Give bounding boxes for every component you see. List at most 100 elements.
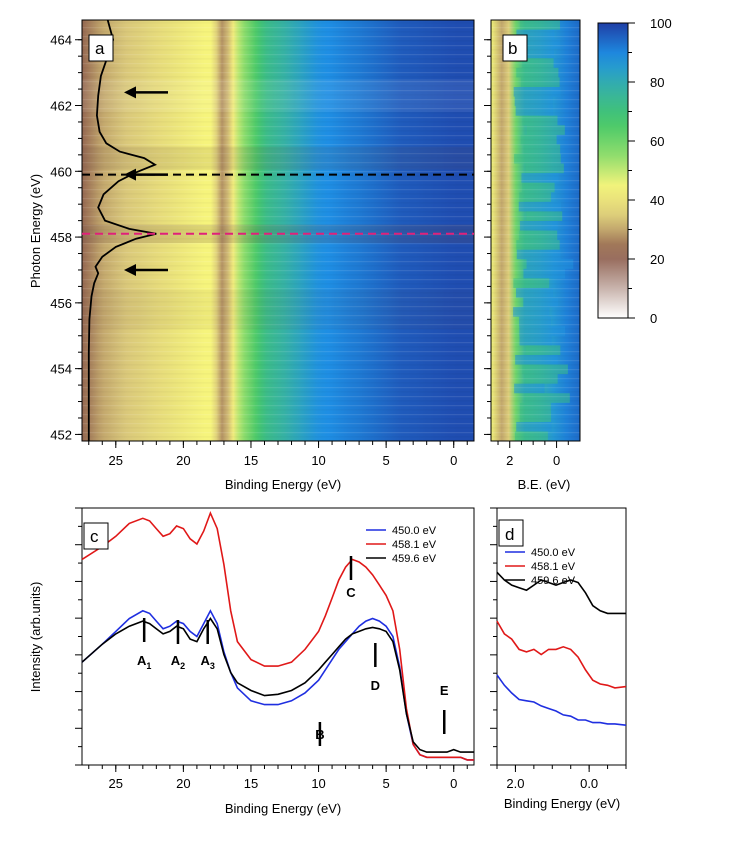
- panel-c-legend-label: 450.0 eV: [392, 525, 437, 537]
- panel-d-legend: 450.0 eV 458.1 eV 459.6 eV: [505, 547, 576, 587]
- panel-b-xlabel: B.E. (eV): [518, 477, 571, 492]
- panel-a-arrow-head: [124, 86, 136, 99]
- panel-d: 2.0 0.0 450.0 eV 458.1 eV 459.6 eV d Bindin…: [490, 507, 627, 811]
- heatmap-b-texture: [491, 20, 580, 442]
- annotation-letter: A: [137, 653, 147, 668]
- panel-b-xtick-label: 0: [553, 453, 560, 468]
- panel-c-xtick-label: 5: [383, 776, 390, 791]
- panel-d-xtick-label: 0.0: [580, 776, 598, 791]
- panel-a-xtick-label: 25: [109, 453, 123, 468]
- panel-d-ticks: 2.0 0.0: [490, 507, 627, 791]
- annotation-letter: B: [315, 727, 324, 742]
- panel-a-xtick-label: 5: [383, 453, 390, 468]
- panel-d-series-red: [496, 620, 627, 689]
- panel-c-annotation-label: C: [346, 585, 356, 600]
- colorbar-tick-label: 100: [650, 16, 672, 31]
- panel-c-label: c: [90, 527, 99, 546]
- annotation-letter: C: [346, 585, 356, 600]
- colorbar-tick-label: 80: [650, 75, 664, 90]
- panel-a-ytick-label: 462: [50, 99, 72, 114]
- colorbar-fill: [597, 22, 629, 319]
- panel-a-ytick-label: 452: [50, 427, 72, 442]
- panel-a-xtick-label: 0: [450, 453, 457, 468]
- panel-c-annotation-label: B: [315, 727, 324, 742]
- panel-a: 25 20 15 10 5 0 452 454 456 458 460 462 464 a Photon…: [28, 19, 475, 492]
- panel-c-annotation-label: A1: [137, 653, 151, 671]
- colorbar-tick-label: 60: [650, 134, 664, 149]
- panel-d-series-black: [496, 571, 626, 615]
- panel-c-annotation-label: D: [371, 678, 380, 693]
- panel-a-xlabel: Binding Energy (eV): [225, 477, 341, 492]
- panel-a-arrow-head: [124, 168, 136, 181]
- panel-c-xtick-label: 25: [109, 776, 123, 791]
- panel-c-lines: [81, 510, 474, 761]
- panel-c-ticks: 25 20 15 10 5 0: [75, 507, 468, 791]
- annotation-letter: A: [201, 653, 211, 668]
- panel-d-legend-label: 450.0 eV: [531, 547, 576, 559]
- heatmap-b-frame: [490, 19, 581, 442]
- panel-d-legend-label: 458.1 eV: [531, 561, 576, 573]
- panel-a-arrow-head: [124, 263, 136, 276]
- panel-c-xlabel: Binding Energy (eV): [225, 801, 341, 816]
- panel-c-xtick-label: 15: [244, 776, 258, 791]
- heatmap-a-band: [82, 146, 474, 170]
- panel-c-legend: 450.0 eV 458.1 eV 459.6 eV: [366, 525, 437, 565]
- absorption-curve: [87, 19, 157, 441]
- panel-c-label-box: [83, 522, 109, 550]
- annotation-subscript: 3: [210, 661, 215, 671]
- panel-a-ytick-label: 456: [50, 296, 72, 311]
- annotation-letter: E: [440, 683, 449, 698]
- heatmap-a-texture: [82, 20, 474, 441]
- panel-d-legend-label: 459.6 eV: [531, 575, 576, 587]
- colorbar-ticks: 0 20 40 60 80 100: [628, 16, 672, 326]
- panel-d-lines: [496, 571, 627, 726]
- panel-b-label-box: [502, 34, 528, 62]
- heatmap-a-band: [82, 289, 474, 330]
- panel-a-ytick-label: 460: [50, 164, 72, 179]
- annotation-subscript: 1: [146, 661, 151, 671]
- panel-d-series-blue: [496, 674, 627, 726]
- panel-c-series-black: [81, 617, 474, 753]
- panel-a-arrows: [124, 86, 168, 276]
- panel-d-frame: [496, 507, 627, 766]
- colorbar-tick-label: 40: [650, 193, 664, 208]
- panel-d-label-box: [498, 519, 524, 547]
- panel-c-annotation-label: E: [440, 683, 449, 698]
- panel-b-label: b: [508, 39, 517, 58]
- panel-a-ticks: 25 20 15 10 5 0 452 454 456 458 460 462 464: [50, 33, 468, 468]
- heatmap-b-streaks: [491, 20, 580, 441]
- panel-a-ytick-label: 454: [50, 362, 72, 377]
- panel-a-xtick-label: 15: [244, 453, 258, 468]
- heatmap-a-bands: [82, 79, 474, 330]
- panel-a-label: a: [95, 39, 105, 58]
- panel-c-legend-label: 459.6 eV: [392, 553, 437, 565]
- panel-a-label-box: [88, 34, 114, 62]
- colorbar-tick-label: 20: [650, 252, 664, 267]
- panel-c-annotation-label: A2: [171, 653, 185, 671]
- panel-c-series-red: [81, 510, 474, 761]
- panel-a-ylabel: Photon Energy (eV): [28, 174, 43, 288]
- panel-c-xtick-label: 20: [176, 776, 190, 791]
- annotation-subscript: 2: [180, 661, 185, 671]
- annotation-letter: D: [371, 678, 380, 693]
- panel-c-xtick-label: 0: [450, 776, 457, 791]
- panel-c-legend-label: 458.1 eV: [392, 539, 437, 551]
- panel-b-xtick-label: 2: [506, 453, 513, 468]
- annotation-letter: A: [171, 653, 181, 668]
- panel-a-ytick-label: 464: [50, 33, 72, 48]
- panel-d-xlabel: Binding Energy (eV): [504, 796, 620, 811]
- heatmap-a-band: [82, 79, 474, 113]
- panel-c-ylabel: Intensity (arb.units): [28, 582, 43, 693]
- panel-d-xtick-label: 2.0: [506, 776, 524, 791]
- panel-d-label: d: [505, 525, 514, 544]
- panel-c-xtick-label: 10: [311, 776, 325, 791]
- panel-a-ytick-label: 458: [50, 230, 72, 245]
- colorbar: 0 20 40 60 80 100: [597, 16, 672, 326]
- panel-c-annotation-label: A3: [201, 653, 215, 671]
- panel-a-xtick-label: 20: [176, 453, 190, 468]
